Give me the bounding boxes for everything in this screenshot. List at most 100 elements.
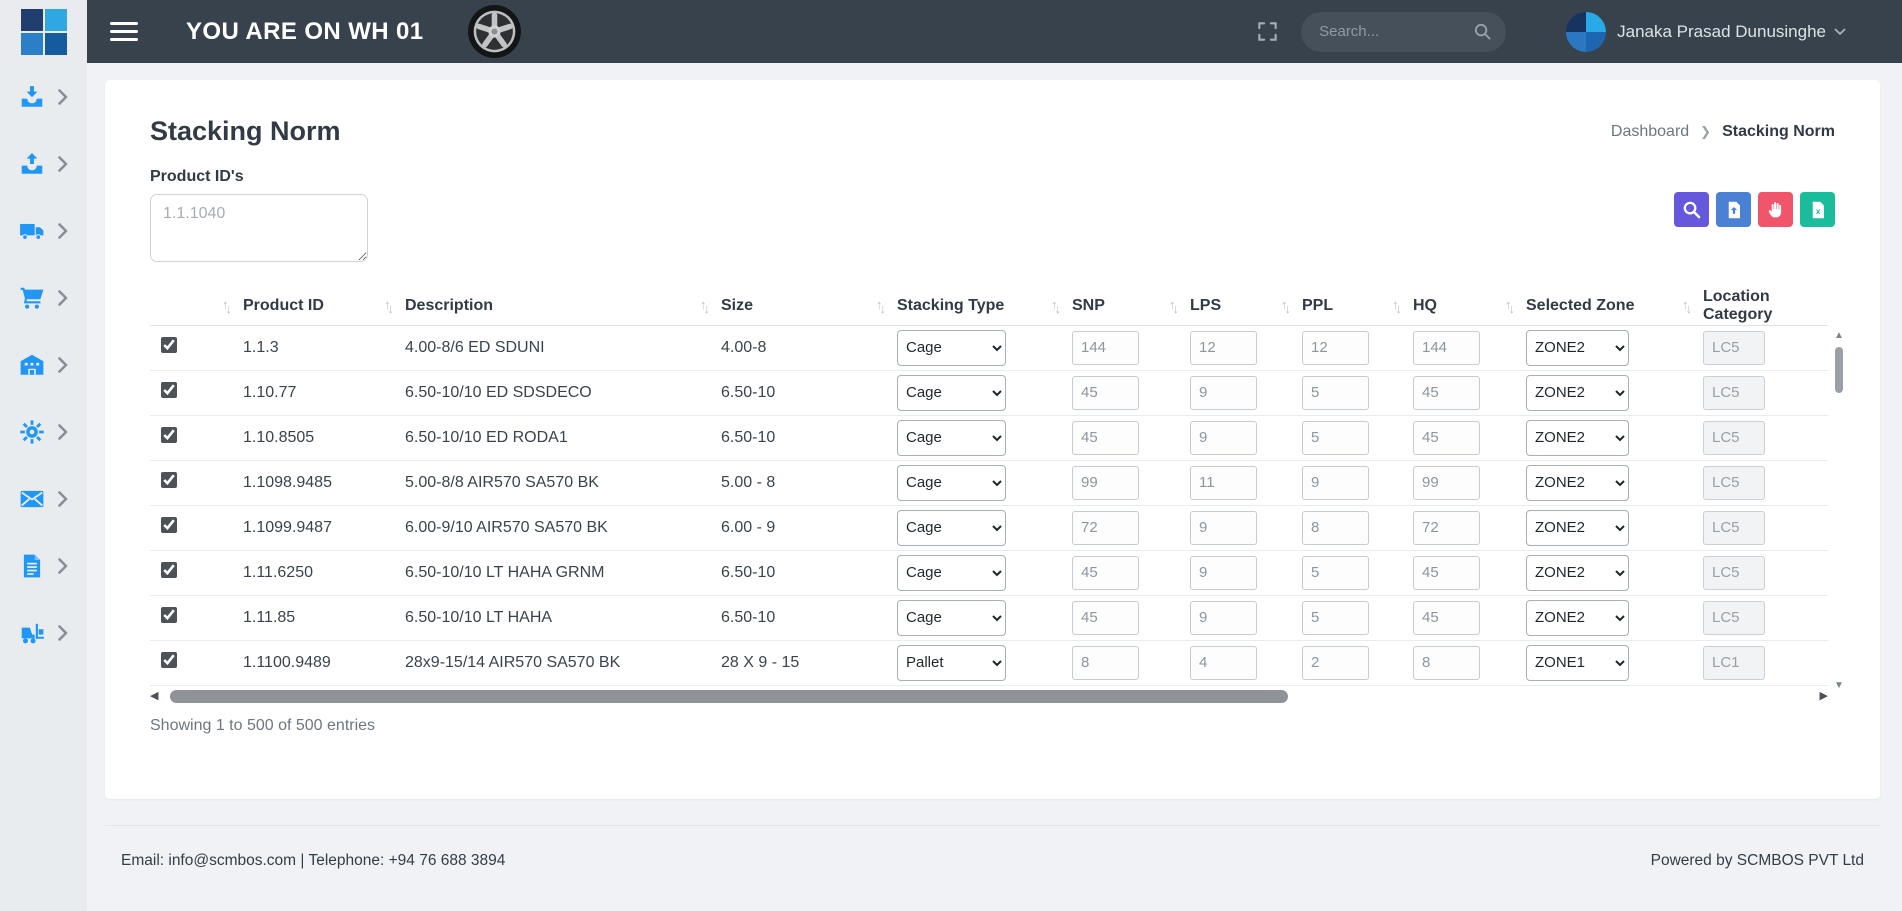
sort-icon[interactable]: ↑↓ [1505, 296, 1515, 316]
lps-input[interactable] [1190, 465, 1257, 500]
hq-input[interactable] [1413, 420, 1480, 455]
row-checkbox[interactable] [161, 427, 177, 443]
search-input[interactable] [1319, 23, 1474, 40]
product-ids-textarea[interactable] [150, 194, 368, 262]
row-checkbox[interactable] [161, 382, 177, 398]
row-checkbox[interactable] [161, 337, 177, 353]
zone-select[interactable]: ZONE1 [1526, 644, 1629, 681]
sidebar-item-document[interactable] [0, 535, 87, 602]
ppl-input[interactable] [1302, 330, 1369, 365]
search-button[interactable] [1674, 192, 1709, 227]
hq-input[interactable] [1413, 555, 1480, 590]
lps-input[interactable] [1190, 555, 1257, 590]
column-label: Product ID [243, 297, 324, 315]
horizontal-scroll-track[interactable] [163, 689, 1815, 703]
vertical-scroll-thumb[interactable] [1835, 347, 1843, 393]
sidebar-item-cart[interactable] [0, 267, 87, 334]
stacking-type-select[interactable]: Cage [897, 464, 1006, 501]
snp-input[interactable] [1072, 330, 1139, 365]
ppl-input[interactable] [1302, 600, 1369, 635]
sidebar-item-inbound-tray[interactable] [0, 66, 87, 133]
scroll-left-arrow[interactable]: ◀ [150, 689, 159, 702]
sidebar-item-settings-gear[interactable] [0, 401, 87, 468]
stacking-type-select[interactable]: Cage [897, 599, 1006, 636]
lps-input[interactable] [1190, 510, 1257, 545]
export-excel-button[interactable]: x [1800, 192, 1835, 227]
sort-icon[interactable]: ↑↓ [1051, 296, 1061, 316]
topbar-right: Janaka Prasad Dunusinghe [1256, 11, 1902, 52]
row-checkbox[interactable] [161, 652, 177, 668]
row-checkbox[interactable] [161, 517, 177, 533]
hq-input[interactable] [1413, 330, 1480, 365]
hq-input[interactable] [1413, 645, 1480, 680]
hq-input[interactable] [1413, 465, 1480, 500]
hq-input[interactable] [1413, 510, 1480, 545]
sort-icon[interactable]: ↑↓ [1682, 296, 1692, 316]
sort-icon[interactable]: ↑↓ [1392, 296, 1402, 316]
sort-icon[interactable]: ↑↓ [222, 296, 232, 316]
hold-button[interactable] [1758, 192, 1793, 227]
sort-icon[interactable]: ↑↓ [1281, 296, 1291, 316]
lps-input[interactable] [1190, 330, 1257, 365]
snp-input[interactable] [1072, 510, 1139, 545]
zone-select[interactable]: ZONE2 [1526, 599, 1629, 636]
zone-select[interactable]: ZONE2 [1526, 419, 1629, 456]
sidebar-item-mail[interactable] [0, 468, 87, 535]
stacking-type-select[interactable]: Cage [897, 554, 1006, 591]
stacking-type-select[interactable]: Cage [897, 329, 1006, 366]
horizontal-scroll-thumb[interactable] [170, 689, 1288, 703]
ppl-input[interactable] [1302, 555, 1369, 590]
ppl-input[interactable] [1302, 645, 1369, 680]
zone-select[interactable]: ZONE2 [1526, 374, 1629, 411]
row-checkbox[interactable] [161, 562, 177, 578]
zone-select[interactable]: ZONE2 [1526, 554, 1629, 591]
cell-size: 6.50-10 [714, 415, 890, 461]
snp-input[interactable] [1072, 600, 1139, 635]
stacking-type-select[interactable]: Cage [897, 509, 1006, 546]
scroll-right-arrow[interactable]: ▶ [1819, 689, 1828, 702]
sort-icon[interactable]: ↑↓ [1169, 296, 1179, 316]
user-menu[interactable]: Janaka Prasad Dunusinghe [1566, 11, 1846, 52]
lps-input[interactable] [1190, 375, 1257, 410]
sidebar-item-forklift[interactable] [0, 602, 87, 669]
menu-icon[interactable] [110, 21, 138, 42]
sidebar-item-truck[interactable] [0, 200, 87, 267]
stacking-type-select[interactable]: Cage [897, 374, 1006, 411]
breadcrumb-dashboard[interactable]: Dashboard [1610, 122, 1690, 140]
scroll-up-arrow[interactable]: ▲ [1834, 330, 1844, 341]
snp-input[interactable] [1072, 555, 1139, 590]
row-checkbox[interactable] [161, 472, 177, 488]
ppl-input[interactable] [1302, 510, 1369, 545]
sort-icon[interactable]: ↑↓ [384, 296, 394, 316]
snp-input[interactable] [1072, 375, 1139, 410]
ppl-input[interactable] [1302, 420, 1369, 455]
table-row: 1.1098.9485 5.00-8/8 AIR570 SA570 BK 5.0… [150, 460, 1828, 506]
stacking-type-select[interactable]: Pallet [897, 644, 1006, 681]
zone-select[interactable]: ZONE2 [1526, 509, 1629, 546]
lps-input[interactable] [1190, 645, 1257, 680]
snp-input[interactable] [1072, 465, 1139, 500]
table-horizontal-scrollbar[interactable]: ◀ ▶ [150, 689, 1828, 704]
zone-select[interactable]: ZONE2 [1526, 464, 1629, 501]
row-checkbox[interactable] [161, 607, 177, 623]
fullscreen-icon[interactable] [1256, 20, 1279, 43]
sort-icon[interactable]: ↑↓ [700, 296, 710, 316]
zone-select[interactable]: ZONE2 [1526, 329, 1629, 366]
snp-input[interactable] [1072, 645, 1139, 680]
chevron-down-icon [1834, 28, 1846, 36]
scroll-down-arrow[interactable]: ▼ [1834, 680, 1844, 691]
lps-input[interactable] [1190, 600, 1257, 635]
location-category-input [1703, 420, 1765, 455]
hq-input[interactable] [1413, 375, 1480, 410]
sort-icon[interactable]: ↑↓ [876, 296, 886, 316]
stacking-type-select[interactable]: Cage [897, 419, 1006, 456]
snp-input[interactable] [1072, 420, 1139, 455]
export-file-button[interactable] [1716, 192, 1751, 227]
table-vertical-scrollbar[interactable]: ▲ ▼ [1832, 330, 1846, 692]
ppl-input[interactable] [1302, 375, 1369, 410]
sidebar-item-warehouse[interactable] [0, 334, 87, 401]
sidebar-item-outbound-tray[interactable] [0, 133, 87, 200]
ppl-input[interactable] [1302, 465, 1369, 500]
lps-input[interactable] [1190, 420, 1257, 455]
hq-input[interactable] [1413, 600, 1480, 635]
